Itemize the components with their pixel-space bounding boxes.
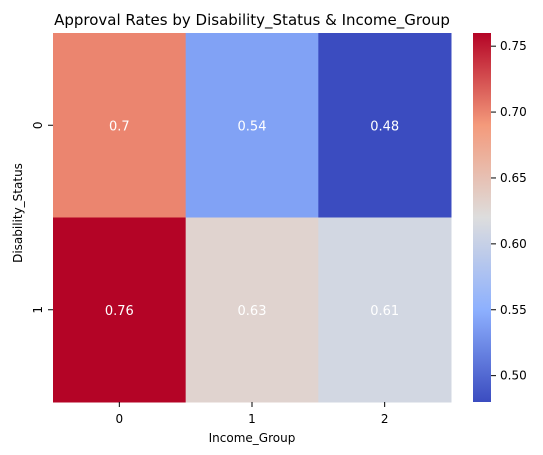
y-tick-label: 1 xyxy=(31,306,45,314)
heatmap-cell xyxy=(185,33,319,218)
colorbar-gradient xyxy=(473,33,491,402)
heatmap-cell xyxy=(318,33,452,218)
y-tick-label: 0 xyxy=(31,121,45,129)
cell-labels: 0.7 0.54 0.48 0.76 0.63 0.61 xyxy=(105,119,399,319)
cell-value-label: 0.63 xyxy=(238,304,267,319)
colorbar-ticks: 0.50 0.55 0.60 0.65 0.70 0.75 xyxy=(491,39,527,383)
colorbar-tick-label: 0.55 xyxy=(500,303,527,317)
colorbar-tick-label: 0.50 xyxy=(500,369,527,383)
cell-value-label: 0.48 xyxy=(370,119,399,134)
y-axis-label: Disability_Status xyxy=(11,163,25,263)
colorbar: 0.50 0.55 0.60 0.65 0.70 0.75 xyxy=(473,33,527,402)
colorbar-tick-label: 0.75 xyxy=(500,39,527,53)
colorbar-tick-label: 0.60 xyxy=(500,237,527,251)
heatmap-cell xyxy=(318,217,452,403)
heatmap-cell xyxy=(185,217,319,403)
x-axis: 0 1 2 xyxy=(116,402,389,426)
colorbar-tick-label: 0.70 xyxy=(500,105,527,119)
heatmap-cells xyxy=(53,33,452,403)
x-axis-label: Income_Group xyxy=(209,431,296,445)
cell-value-label: 0.76 xyxy=(105,304,134,319)
colorbar-tick-label: 0.65 xyxy=(500,171,527,185)
heatmap-cell xyxy=(53,217,187,403)
heatmap-cell xyxy=(53,33,187,218)
cell-value-label: 0.54 xyxy=(238,119,267,134)
x-tick-label: 2 xyxy=(381,412,389,426)
x-tick-label: 0 xyxy=(116,412,124,426)
chart-title: Approval Rates by Disability_Status & In… xyxy=(54,11,450,30)
cell-value-label: 0.61 xyxy=(370,304,399,319)
x-tick-label: 1 xyxy=(248,412,256,426)
y-axis: 01 xyxy=(31,121,53,314)
cell-value-label: 0.7 xyxy=(109,119,130,134)
